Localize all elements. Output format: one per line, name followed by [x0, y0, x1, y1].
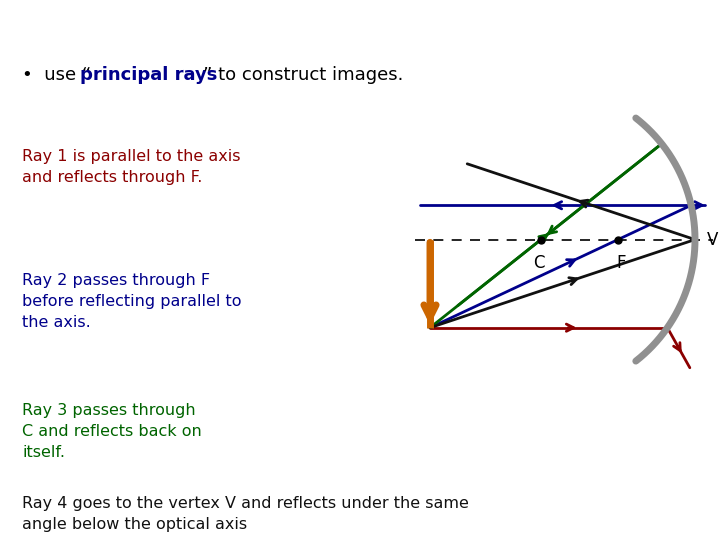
Text: V: V — [707, 231, 719, 248]
Text: Ray 2 passes through F
before reflecting parallel to
the axis.: Ray 2 passes through F before reflecting… — [22, 273, 241, 329]
Text: Ray Diagrams for Mirrors: Ray Diagrams for Mirrors — [9, 12, 291, 32]
Text: principal rays: principal rays — [80, 66, 217, 84]
Text: C: C — [534, 254, 545, 272]
Text: ” to construct images.: ” to construct images. — [203, 66, 403, 84]
Text: Ray 4 goes to the vertex V and reflects under the same
angle below the optical a: Ray 4 goes to the vertex V and reflects … — [22, 496, 469, 532]
Text: Ray 1 is parallel to the axis
and reflects through F.: Ray 1 is parallel to the axis and reflec… — [22, 150, 240, 185]
Text: •  use “: • use “ — [22, 66, 91, 84]
Text: Ray 3 passes through
C and reflects back on
itself.: Ray 3 passes through C and reflects back… — [22, 403, 202, 460]
Text: F: F — [616, 254, 626, 272]
